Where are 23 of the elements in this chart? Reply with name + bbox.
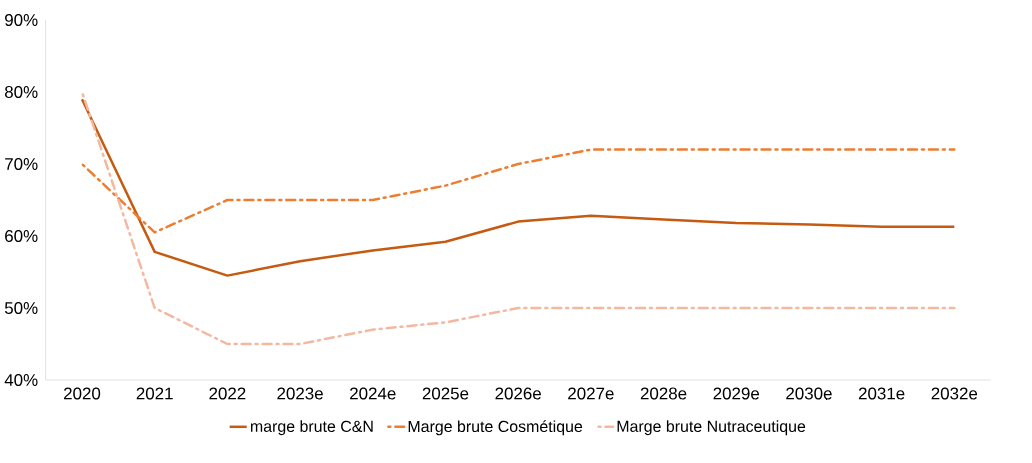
y-tick-label: 50% bbox=[4, 302, 38, 314]
x-tick-label: 2020 bbox=[64, 387, 101, 400]
x-tick-label: 2026e bbox=[495, 387, 541, 400]
x-tick-label: 2022 bbox=[209, 387, 246, 400]
x-tick-label: 2028e bbox=[640, 387, 687, 400]
y-tick-label: 90% bbox=[5, 14, 38, 26]
x-tick-label: 2023e bbox=[277, 387, 323, 400]
y-tick-label: 80% bbox=[4, 86, 38, 98]
x-tick-label: 2025e bbox=[422, 387, 469, 400]
legend-label: Marge brute Cosmétique bbox=[408, 420, 583, 436]
legend-label: Marge brute Nutraceutique bbox=[617, 420, 806, 436]
x-tick-label: 2030e bbox=[786, 387, 832, 400]
legend-label: marge brute C&N bbox=[250, 420, 373, 436]
x-tick-label: 2031e bbox=[858, 387, 905, 400]
y-tick-label: 60% bbox=[5, 230, 38, 242]
x-tick-label: 2032e bbox=[931, 387, 978, 400]
line-series bbox=[80, 97, 956, 277]
y-tick-label: 40% bbox=[4, 374, 38, 386]
x-tick-label: 2021 bbox=[136, 387, 173, 400]
x-tick-label: 2024e bbox=[350, 387, 396, 400]
y-tick-label: 70% bbox=[5, 158, 38, 170]
x-tick-label: 2029e bbox=[713, 387, 760, 400]
x-tick-label: 2027e bbox=[568, 387, 614, 400]
